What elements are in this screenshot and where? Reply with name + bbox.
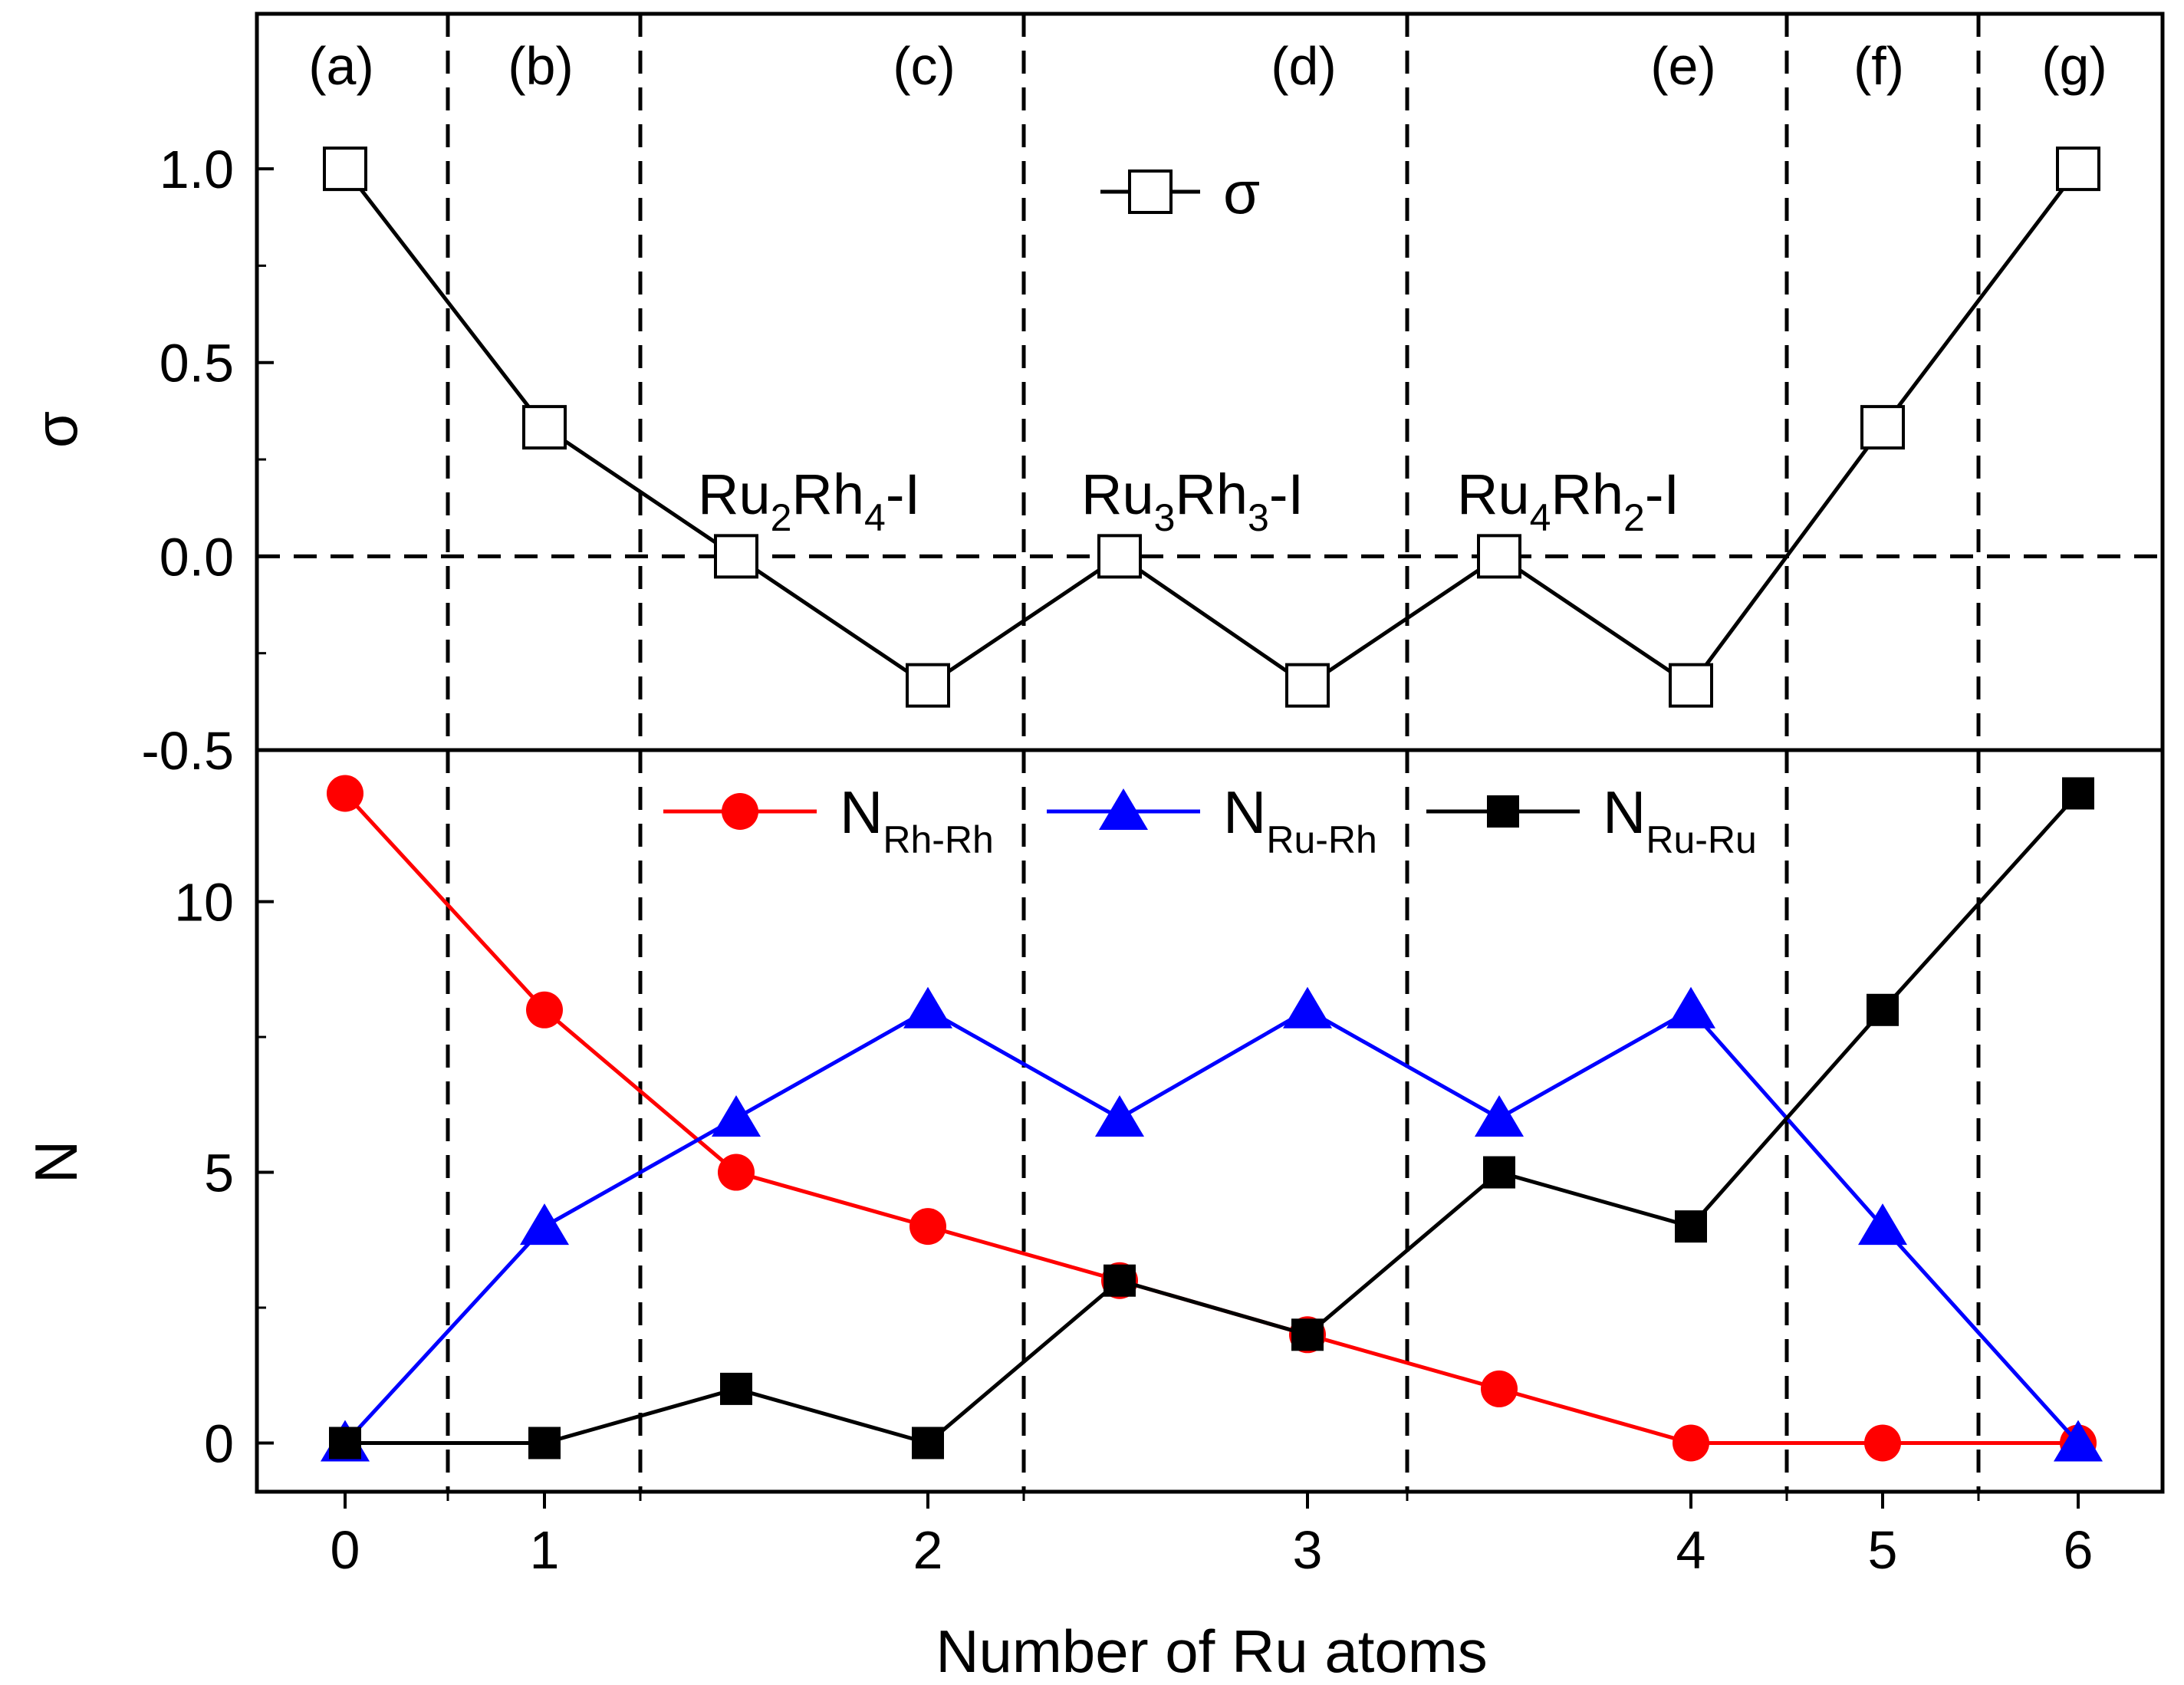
panel-sigma: -0.5 0.0 0.5 1.0 σ	[22, 140, 2163, 781]
data-point	[1669, 663, 1713, 708]
y-axis-title: σ	[22, 411, 90, 448]
data-point	[1477, 534, 1521, 579]
data-point	[2054, 1420, 2103, 1462]
data-point	[1864, 1424, 1901, 1462]
data-point	[1858, 1203, 1907, 1246]
region-label: (e)	[1650, 36, 1716, 96]
x-tick-label: 6	[2064, 1520, 2094, 1580]
data-point	[526, 991, 563, 1028]
plot-frames	[255, 12, 2165, 1494]
x-tick-label: 3	[1293, 1520, 1323, 1580]
data-point	[906, 663, 950, 708]
panel-N: 0 5 10 N	[22, 873, 274, 1473]
data-point	[2062, 777, 2094, 810]
x-tick-label: 1	[530, 1520, 560, 1580]
region-labels: (a) (b) (c) (d) (e) (f) (g)	[308, 36, 2107, 96]
data-point	[1095, 1094, 1144, 1137]
data-point	[1673, 1424, 1709, 1462]
data-point	[1867, 993, 1899, 1026]
series-line	[344, 167, 2080, 689]
data-point	[1860, 405, 1905, 450]
data-point	[1675, 1210, 1707, 1243]
x-tick-label: 0	[331, 1520, 360, 1580]
y-tick-label: 10	[174, 873, 234, 933]
structure-label-ru3rh3: Ru3Rh3-I	[1081, 462, 1304, 539]
y-tick-label: 5	[204, 1144, 234, 1203]
data-point	[520, 1203, 569, 1246]
legend-sigma: σ	[1100, 159, 1260, 226]
data-point	[1291, 1318, 1324, 1351]
data-point	[1475, 1094, 1524, 1137]
y-axis-title: N	[22, 1140, 90, 1183]
y-tick-label: -0.5	[141, 721, 234, 781]
data-point	[528, 1427, 561, 1460]
x-axis: 0 1 2 3 4 5 6 Number of Ru atoms	[331, 1492, 2094, 1685]
series-N_Ru-Ru	[329, 777, 2094, 1460]
data-point	[1283, 986, 1332, 1028]
data-point	[323, 146, 367, 192]
legend-label: NRh-Rh	[840, 778, 994, 861]
region-label: (a)	[308, 36, 374, 96]
data-point	[718, 1154, 755, 1191]
data-point	[1285, 663, 1330, 708]
region-label: (b)	[508, 36, 574, 96]
data-point	[329, 1427, 361, 1460]
legend-label: NRu-Rh	[1223, 778, 1377, 861]
data-point	[1666, 986, 1715, 1028]
series-σ	[323, 146, 2100, 708]
region-label: (f)	[1853, 36, 1904, 96]
y-tick-label: 0	[204, 1413, 234, 1473]
region-label: (g)	[2041, 36, 2107, 96]
y-tick-label: 1.0	[160, 140, 234, 199]
series-N_Rh-Rh	[327, 775, 2097, 1462]
x-tick-label: 5	[1868, 1520, 1898, 1580]
legend-label: NRu-Ru	[1603, 778, 1757, 861]
series-line	[345, 791, 2080, 1446]
data-point	[327, 775, 363, 812]
series-line	[344, 791, 2078, 1445]
x-axis-title: Number of Ru atoms	[936, 1618, 1488, 1685]
x-tick-label: 2	[913, 1520, 943, 1580]
data-point	[712, 1094, 761, 1137]
data-point	[2056, 146, 2100, 192]
data-point	[912, 1427, 944, 1460]
data-point	[714, 534, 758, 579]
data-point	[909, 1208, 946, 1246]
legend-N: NRh-Rh NRu-Rh NRu-Ru	[663, 778, 1757, 861]
outer-frame	[255, 12, 2165, 1494]
data-point	[903, 986, 952, 1028]
series-line	[344, 1007, 2080, 1445]
data-point	[1097, 534, 1142, 579]
y-tick-label: 0.0	[160, 527, 234, 587]
series-N_Ru-Rh	[321, 986, 2103, 1462]
y-tick-label: 0.5	[160, 334, 234, 393]
data-point	[1481, 1370, 1518, 1407]
legend-marker	[722, 793, 758, 830]
region-boundaries	[446, 14, 1981, 1492]
structure-label-ru4rh2: Ru4Rh2-I	[1457, 462, 1679, 539]
structure-label-ru2rh4: Ru2Rh4-I	[698, 462, 920, 539]
legend-marker	[1487, 795, 1519, 828]
data-point	[1104, 1264, 1136, 1297]
region-label: (d)	[1271, 36, 1337, 96]
legend-label: σ	[1223, 159, 1260, 226]
x-tick-label: 4	[1676, 1520, 1706, 1580]
data-point	[522, 405, 567, 450]
region-label: (c)	[893, 36, 956, 96]
data-point	[720, 1372, 752, 1405]
structure-labels: Ru2Rh4-I Ru3Rh3-I Ru4Rh2-I	[698, 462, 1679, 539]
legend-marker	[1128, 169, 1173, 214]
data-point	[1483, 1156, 1515, 1189]
legend-marker	[1099, 788, 1148, 830]
